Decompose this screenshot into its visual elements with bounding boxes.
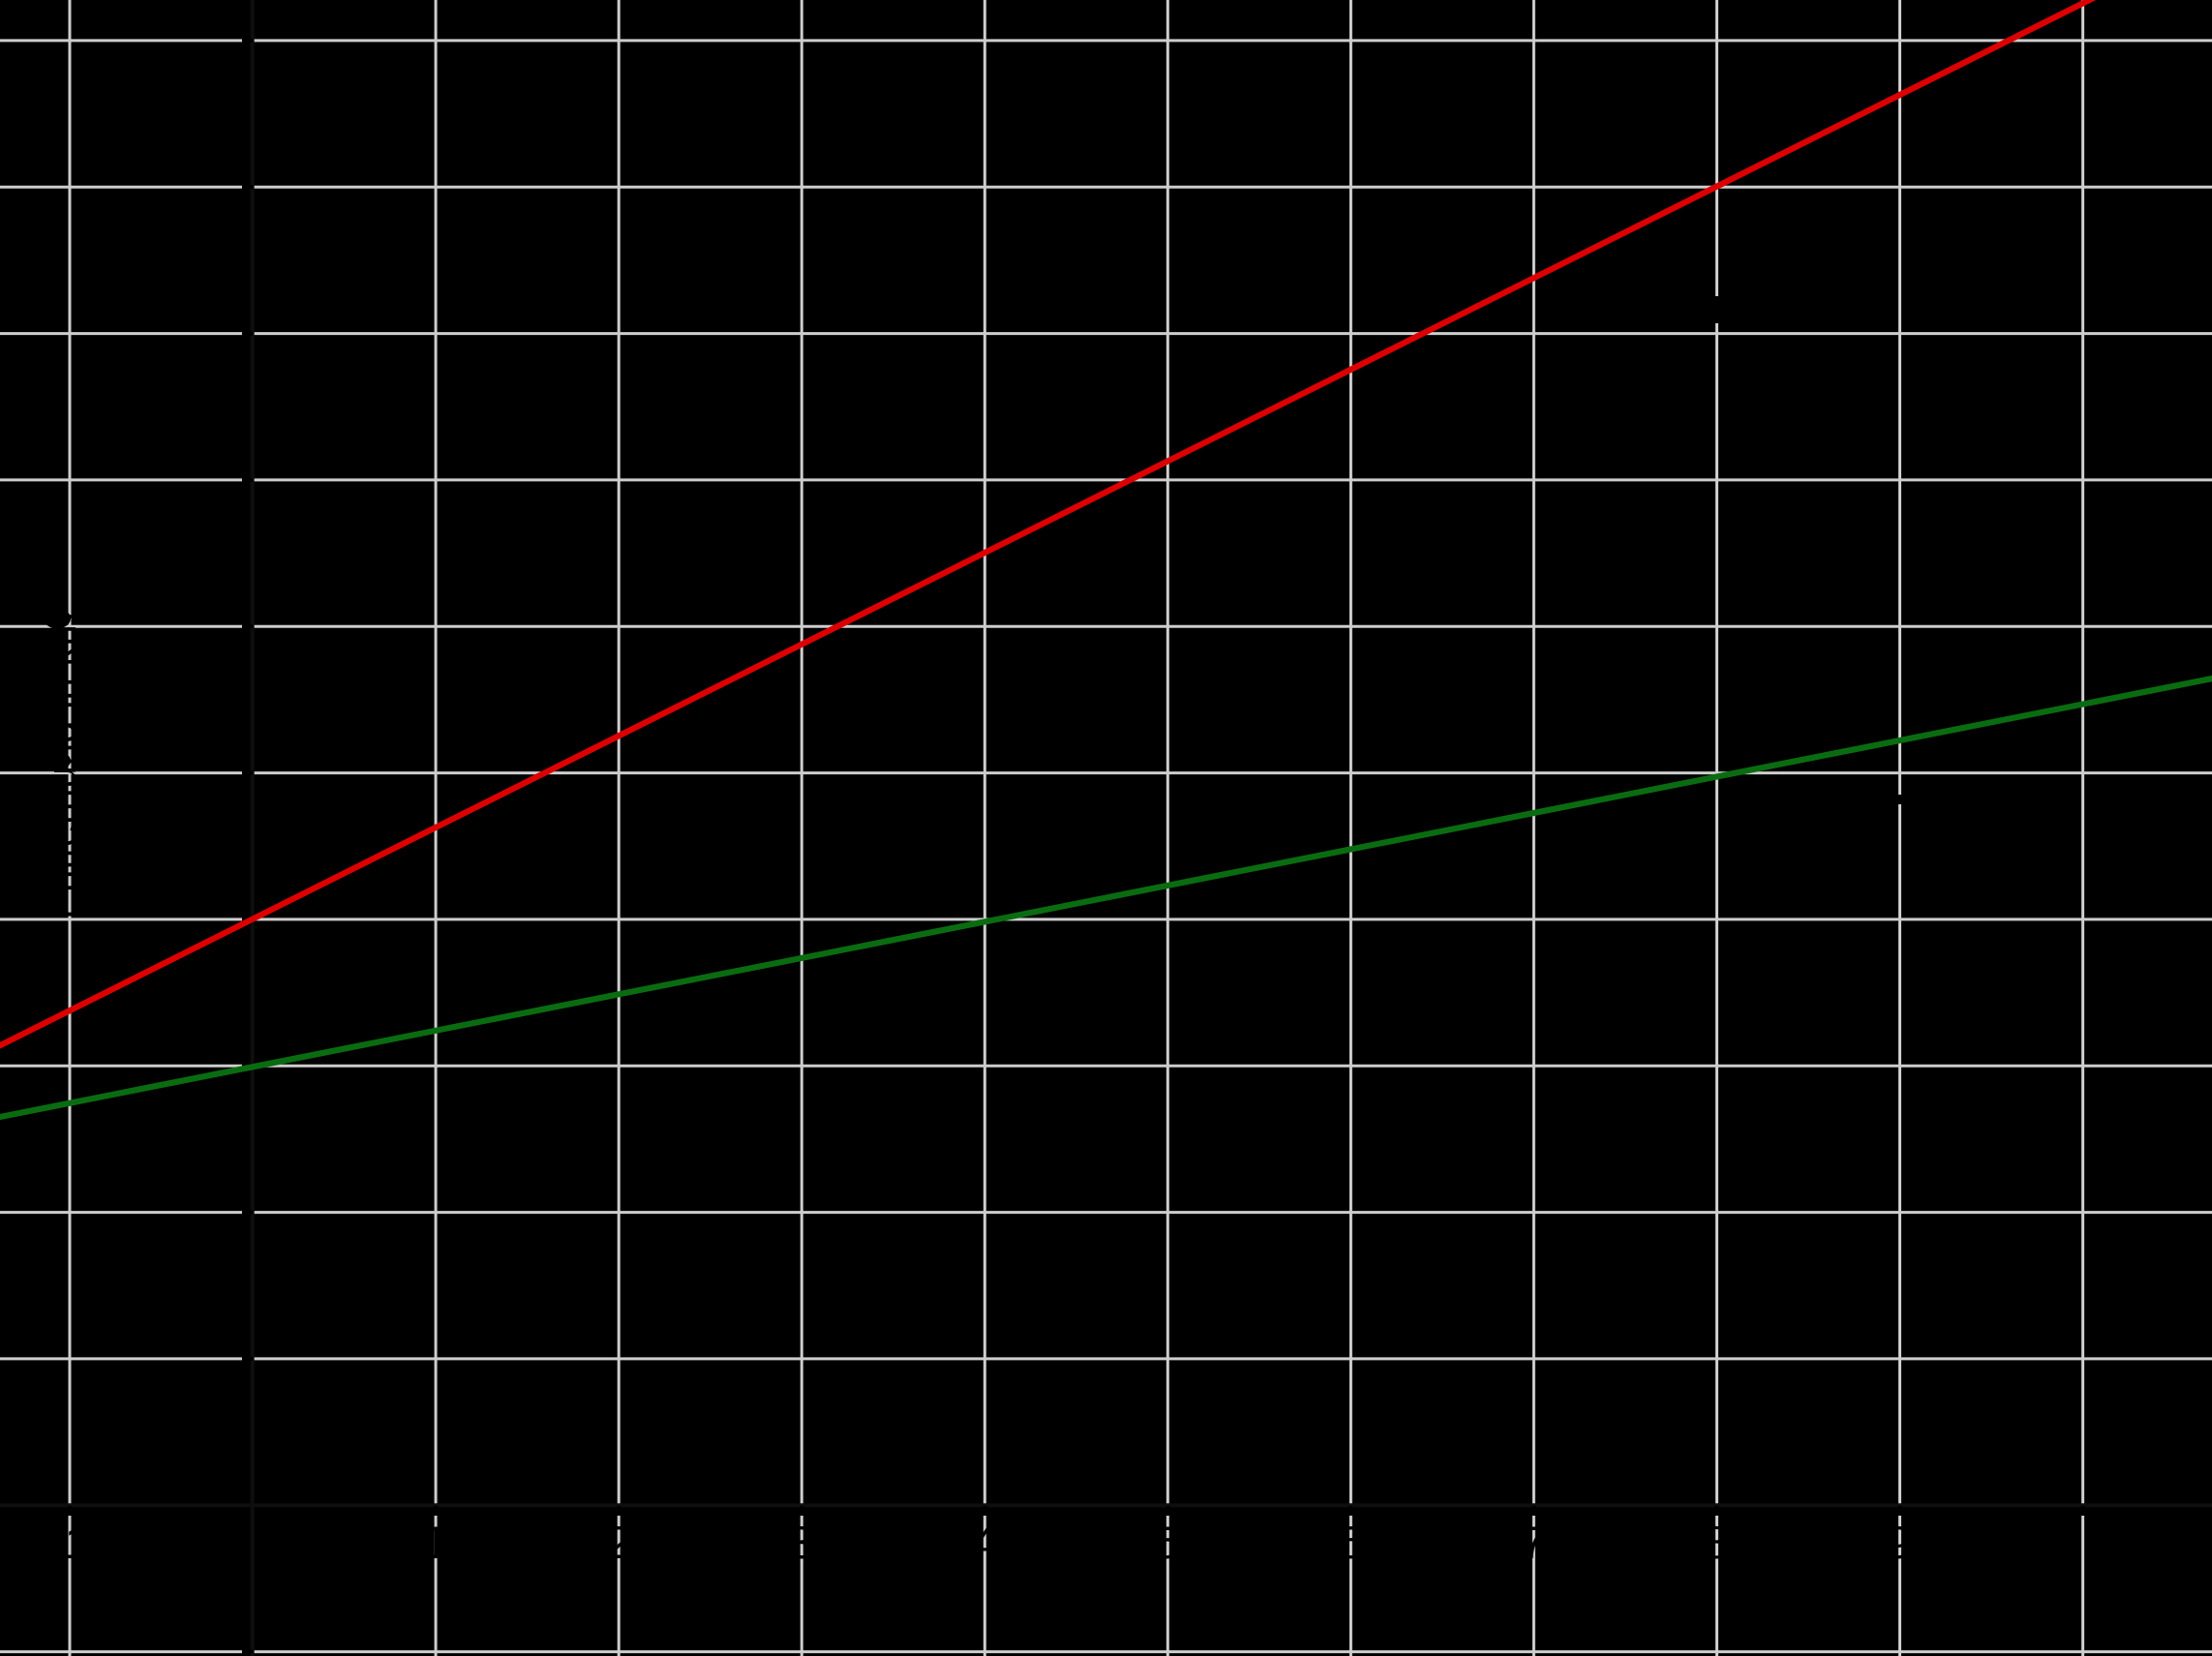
svg-text:8: 8	[1704, 1517, 1729, 1568]
svg-text:9: 9	[1887, 1517, 1912, 1568]
svg-text:6: 6	[1338, 1517, 1363, 1568]
svg-text:4: 4	[972, 1517, 997, 1568]
svg-text:10: 10	[2058, 1517, 2108, 1568]
svg-text:-1: -1	[49, 1517, 90, 1568]
svg-text:1: 1	[423, 1517, 448, 1568]
svg-text:2: 2	[606, 1517, 631, 1568]
svg-text:5: 5	[1155, 1517, 1180, 1568]
svg-text:3: 3	[789, 1517, 814, 1568]
svg-text:7: 7	[1521, 1517, 1546, 1568]
